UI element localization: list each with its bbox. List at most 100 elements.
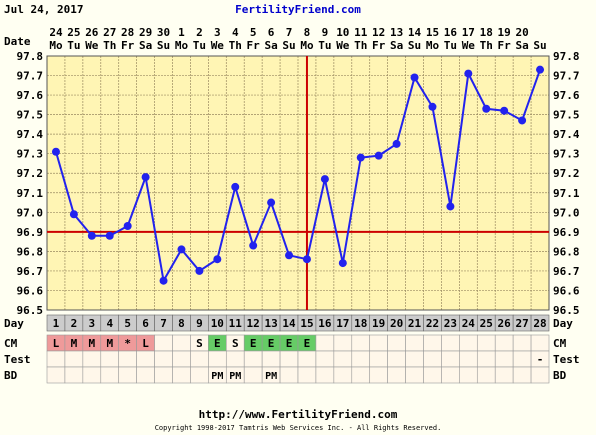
cm-cell — [512, 334, 532, 352]
cycle-day-label: 23 — [444, 317, 457, 330]
temp-point — [374, 151, 383, 160]
y-tick-label-right: 97.5 — [553, 109, 580, 122]
cm-value: * — [124, 337, 131, 350]
test-cell — [387, 350, 406, 368]
row-label-test: Test — [4, 353, 31, 366]
date-weekday-label: Mo — [426, 39, 440, 52]
date-weekday-label: Th — [229, 39, 242, 52]
cycle-day-label: 12 — [247, 317, 260, 330]
date-day-label: 1 — [178, 26, 185, 39]
test-cell — [154, 350, 173, 368]
cm-value: S — [196, 337, 203, 350]
bd-cell — [100, 366, 120, 384]
cm-value: M — [89, 337, 96, 350]
test-cell — [82, 350, 102, 368]
test-cell — [46, 350, 66, 368]
temp-point — [249, 241, 258, 250]
temp-point — [141, 173, 150, 182]
bd-cell — [154, 366, 173, 384]
y-tick-label-left: 97.8 — [17, 50, 44, 63]
test-cell — [243, 350, 263, 368]
date-weekday-label: We — [462, 39, 476, 52]
chart-border — [46, 55, 550, 311]
y-tick-label-right: 97.0 — [553, 206, 580, 219]
test-cell — [494, 350, 514, 368]
cm-value: E — [286, 337, 293, 350]
cycle-day-label: 20 — [390, 317, 403, 330]
date-weekday-label: We — [336, 39, 350, 52]
date-day-label: 12 — [372, 26, 385, 39]
cm-value: E — [250, 337, 257, 350]
date-day-label: 29 — [139, 26, 152, 39]
row-label-date: Date — [4, 35, 31, 48]
test-cell — [351, 350, 371, 368]
date-weekday-label: Fr — [247, 39, 261, 52]
footer-copyright: Copyright 1998-2017 Tamtris Web Services… — [154, 424, 442, 432]
test-cell — [136, 350, 155, 368]
date-weekday-label: Fr — [121, 39, 135, 52]
date-weekday-label: Th — [103, 39, 116, 52]
temp-point — [213, 255, 222, 264]
footer-url[interactable]: http://www.FertilityFriend.com — [198, 408, 398, 421]
date-weekday-label: Tu — [193, 39, 206, 52]
cm-value: M — [106, 337, 113, 350]
test-cell — [261, 350, 281, 368]
temp-point — [536, 65, 545, 74]
test-cell — [405, 350, 424, 368]
bd-cell — [387, 366, 406, 384]
cm-value: L — [142, 337, 149, 350]
bd-cell — [64, 366, 84, 384]
y-tick-label-left: 97.6 — [17, 89, 44, 102]
date-day-label: 13 — [390, 26, 403, 39]
temp-line — [55, 69, 541, 284]
temp-point — [392, 139, 401, 148]
date-weekday-label: Mo — [300, 39, 314, 52]
row-label-cm-right: CM — [553, 337, 567, 350]
date-day-label: 30 — [157, 26, 170, 39]
date-day-label: 9 — [322, 26, 329, 39]
cm-cell — [423, 334, 442, 352]
y-tick-label-right: 97.4 — [553, 128, 580, 141]
cycle-day-label: 1 — [53, 317, 60, 330]
date-day-label: 5 — [250, 26, 257, 39]
temp-point — [267, 198, 276, 207]
temp-point — [177, 245, 186, 254]
bd-value: PM — [229, 371, 241, 382]
temp-point — [446, 202, 455, 211]
bd-cell — [405, 366, 424, 384]
cycle-day-label: 21 — [408, 317, 422, 330]
bd-cell — [369, 366, 388, 384]
bd-cell — [476, 366, 496, 384]
cm-value: E — [304, 337, 311, 350]
y-tick-label-right: 97.6 — [553, 89, 580, 102]
cm-value: S — [232, 337, 239, 350]
cycle-day-label: 15 — [300, 317, 313, 330]
date-day-label: 11 — [354, 26, 368, 39]
date-day-label: 17 — [462, 26, 475, 39]
y-tick-label-left: 97.2 — [17, 167, 44, 180]
test-cell — [369, 350, 388, 368]
test-cell — [315, 350, 335, 368]
temp-point — [356, 153, 365, 162]
y-tick-label-right: 96.6 — [553, 284, 580, 297]
date-day-label: 18 — [480, 26, 493, 39]
cycle-day-label: 9 — [196, 317, 203, 330]
y-tick-label-right: 96.5 — [553, 304, 580, 317]
date-weekday-label: Tu — [318, 39, 331, 52]
cycle-day-label: 4 — [106, 317, 113, 330]
date-day-label: 19 — [498, 26, 511, 39]
temp-point — [500, 106, 509, 115]
cm-cell — [315, 334, 335, 352]
y-tick-label-right: 97.1 — [553, 187, 580, 200]
temp-point — [410, 73, 419, 82]
bd-cell — [494, 366, 514, 384]
site-name-header[interactable]: FertilityFriend.com — [235, 3, 361, 16]
bd-cell — [46, 366, 66, 384]
cycle-day-label: 19 — [372, 317, 385, 330]
temp-point — [231, 182, 240, 191]
date-day-label: 4 — [232, 26, 239, 39]
test-cell — [279, 350, 299, 368]
temp-point — [87, 231, 96, 240]
cm-cell — [351, 334, 371, 352]
